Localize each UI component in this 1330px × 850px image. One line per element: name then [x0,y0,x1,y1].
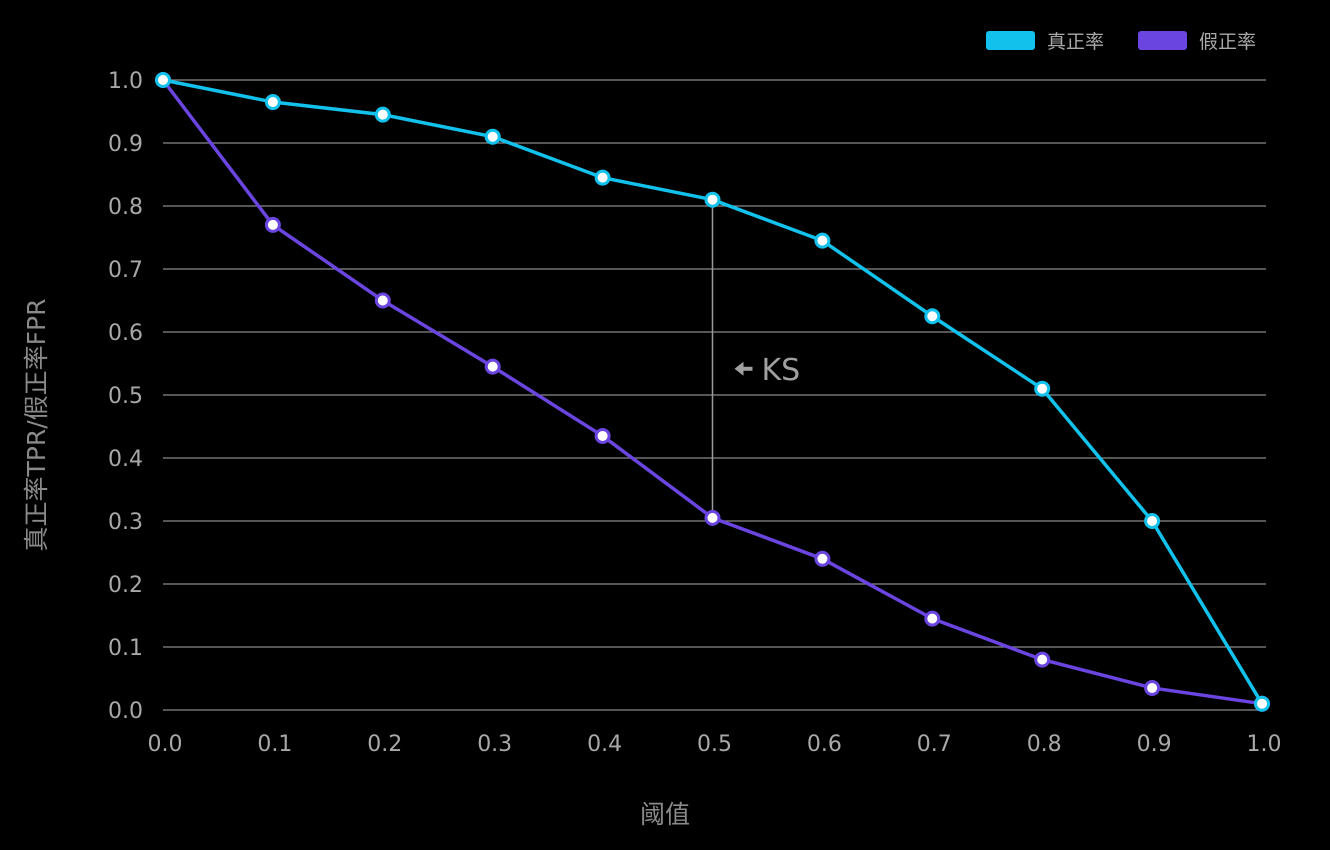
y-axis-title: 真正率TPR/假正率FPR [22,299,51,552]
data-point-series-0 [264,94,281,111]
data-point-series-0 [814,232,831,249]
x-tick-label: 0.3 [477,732,512,757]
data-point-series-1 [484,358,501,375]
x-axis-title: 阈值 [640,800,690,829]
series-lines [155,72,1270,712]
x-tick-label: 0.4 [587,732,622,757]
y-tick-label: 0.0 [108,699,143,724]
arrow-left-icon [734,361,753,376]
x-tick-label: 0.5 [697,732,732,757]
data-point-series-0 [1144,513,1161,529]
ks-label: KS [762,353,801,388]
y-tick-label: 0.1 [108,636,143,661]
data-point-series-0 [704,191,721,208]
y-tick-label: 0.9 [108,132,143,157]
y-tick-label: 0.4 [108,447,143,472]
x-tick-label: 0.8 [1027,732,1062,757]
data-point-series-1 [704,509,721,526]
data-point-series-0 [155,72,171,88]
data-point-series-1 [264,216,281,233]
data-point-series-1 [1144,679,1161,696]
ks-annotation: KS [711,199,801,518]
y-tick-label: 0.8 [108,195,143,220]
data-point-series-0 [374,106,391,123]
data-point-series-1 [594,427,611,444]
x-tick-label: 0.7 [917,732,952,757]
y-tick-label: 0.7 [108,258,143,283]
data-point-series-1 [924,610,941,627]
x-tick-label: 0.2 [367,732,402,757]
x-tick-labels: 0.0 0.1 0.2 0.3 0.4 0.5 0.6 0.7 0.8 0.9 1.0 [148,732,1282,757]
y-tick-label: 1.0 [108,69,143,94]
legend-swatch [1138,31,1187,50]
data-point-series-1 [374,292,391,309]
x-tick-label: 0.1 [257,732,292,757]
x-tick-label: 0.9 [1137,732,1172,757]
x-tick-label: 0.6 [807,732,842,757]
grid-lines [163,79,1266,711]
legend-swatch [986,31,1035,50]
x-tick-label: 1.0 [1247,732,1282,757]
data-point-series-0 [1254,695,1270,712]
data-point-series-0 [484,128,501,145]
legend-label: 假正率 [1199,31,1256,53]
data-point-series-0 [594,169,611,186]
y-tick-label: 0.5 [108,384,143,409]
legend-label: 真正率 [1047,31,1104,53]
data-point-series-1 [1034,651,1051,668]
y-tick-labels: 0.0 0.1 0.2 0.3 0.4 0.5 0.6 0.7 0.8 0.9 1.0 [108,69,143,724]
y-tick-label: 0.6 [108,321,143,346]
data-point-series-1 [814,550,831,567]
y-tick-label: 0.3 [108,510,143,535]
y-tick-label: 0.2 [108,573,143,598]
data-point-series-0 [924,308,941,325]
data-point-series-0 [1034,380,1051,397]
x-tick-label: 0.0 [148,732,183,757]
legend: 真正率 假正率 [986,31,1256,53]
